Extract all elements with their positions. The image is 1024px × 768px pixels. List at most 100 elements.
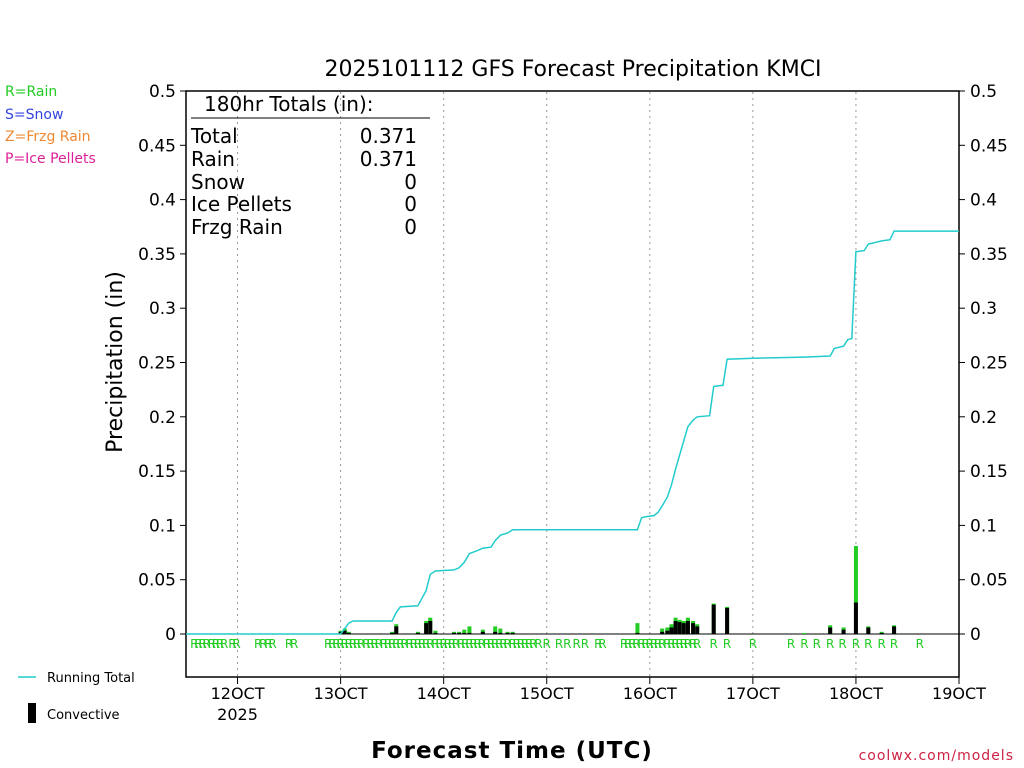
ptype-marker-rain: R bbox=[710, 637, 718, 651]
precip-bar bbox=[853, 546, 858, 634]
convective-bar bbox=[665, 630, 670, 634]
ptype-marker-rain: R bbox=[362, 637, 370, 651]
legend-running-total: Running Total bbox=[47, 671, 135, 686]
convective-bar bbox=[866, 627, 871, 634]
x-tick-label: 19OCT bbox=[932, 684, 986, 703]
ptype-marker-rain: R bbox=[654, 637, 662, 651]
y-axis-label: Precipitation (in) bbox=[103, 271, 128, 453]
convective-bar bbox=[681, 623, 686, 634]
ptype-marker-rain: R bbox=[581, 637, 589, 651]
ptype-marker-rain: R bbox=[813, 637, 821, 651]
convective-bar bbox=[677, 622, 682, 634]
totals-value-frzg-rain: 0 bbox=[404, 215, 417, 239]
precip-bar bbox=[462, 629, 467, 634]
ptype-marker-rain: R bbox=[190, 637, 198, 651]
precip-bar bbox=[498, 628, 503, 634]
totals-label-snow: Snow bbox=[191, 170, 245, 194]
convective-bar bbox=[669, 627, 674, 634]
ptype-marker-rain: R bbox=[838, 637, 846, 651]
y-tick-label-left: 0.25 bbox=[138, 354, 176, 374]
ptype-marker-rain: R bbox=[439, 637, 447, 651]
ptype-marker-rain: R bbox=[457, 637, 465, 651]
convective-bar bbox=[394, 626, 399, 634]
y-tick-label-left: 0.3 bbox=[149, 299, 176, 319]
y-tick-label-left: 0.15 bbox=[138, 462, 176, 482]
convective-bar bbox=[433, 632, 438, 634]
totals-label-ice-pellets: Ice Pellets bbox=[191, 192, 292, 216]
ptype-marker-rain: R bbox=[366, 637, 374, 651]
precip-bar bbox=[802, 632, 807, 634]
convective-bar bbox=[841, 629, 846, 634]
y-tick-label-left: 0.4 bbox=[149, 191, 176, 211]
ptype-marker-rain: R bbox=[628, 637, 636, 651]
ptype-marker-rain: R bbox=[469, 637, 477, 651]
convective-bar bbox=[498, 632, 503, 634]
ptype-marker-rain: R bbox=[216, 637, 224, 651]
x-axis-label: Forecast Time (UTC) bbox=[371, 738, 653, 764]
y-tick-label-left: 0.2 bbox=[149, 408, 176, 428]
y-axis-right: 0 0.05 0.1 0.15 0.2 0.25 0.3 0.35 0.4 0.45 0.5 bbox=[959, 82, 1008, 645]
ptype-marker-rain: R bbox=[572, 637, 580, 651]
ptype-marker-rain: R bbox=[444, 637, 452, 651]
ptype-marker-rain: R bbox=[495, 637, 503, 651]
running-total-line bbox=[186, 230, 959, 635]
y-tick-label-right: 0.1 bbox=[970, 516, 997, 536]
legend-convective-swatch bbox=[28, 703, 36, 723]
convective-bar bbox=[725, 607, 730, 634]
ptype-marker-rain: R bbox=[345, 637, 353, 651]
y-tick-label-right: 0.2 bbox=[970, 408, 997, 428]
ptype-marker-rain: R bbox=[632, 637, 640, 651]
precip-bar bbox=[433, 630, 438, 634]
series-legend: Running Total Convective bbox=[18, 671, 135, 723]
totals-header: 180hr Totals (in): bbox=[204, 92, 374, 116]
ptype-marker-rain: R bbox=[452, 637, 460, 651]
ptype-marker-rain: R bbox=[483, 637, 491, 651]
ptype-marker-rain: R bbox=[448, 637, 456, 651]
convective-bar bbox=[342, 630, 347, 634]
ptype-marker-rain: R bbox=[349, 637, 357, 651]
ptype-marker-rain: R bbox=[410, 637, 418, 651]
convective-bar bbox=[510, 632, 515, 634]
convective-bar bbox=[451, 632, 456, 634]
ptype-marker-rain: R bbox=[422, 637, 430, 651]
ptype-marker-rain: R bbox=[658, 637, 666, 651]
ptype-marker-rain: R bbox=[259, 637, 267, 651]
ptype-marker-rain: R bbox=[503, 637, 511, 651]
ptype-marker-rain: R bbox=[384, 637, 392, 651]
ptype-marker-rain: R bbox=[418, 637, 426, 651]
y-tick-label-right: 0.45 bbox=[970, 136, 1008, 156]
ptype-marker-rain: R bbox=[202, 637, 210, 651]
convective-bar bbox=[480, 631, 485, 634]
ptype-marker-rain: R bbox=[254, 637, 262, 651]
ptype-marker-rain: R bbox=[392, 637, 400, 651]
totals-value-snow: 0 bbox=[404, 170, 417, 194]
convective-bar bbox=[711, 604, 716, 634]
totals-value-ice-pellets: 0 bbox=[404, 192, 417, 216]
convective-bar bbox=[505, 632, 510, 634]
convective-bar bbox=[892, 626, 897, 634]
x-tick-label: 15OCT bbox=[520, 684, 574, 703]
legend-rain: R=Rain bbox=[5, 84, 57, 100]
ptype-marker-rain: R bbox=[212, 637, 220, 651]
convective-bar bbox=[462, 632, 467, 634]
x-tick-label: 14OCT bbox=[417, 684, 471, 703]
ptype-marker-rain: R bbox=[232, 637, 240, 651]
y-tick-label-right: 0.4 bbox=[970, 191, 997, 211]
ptype-marker-rain: R bbox=[749, 637, 757, 651]
ptype-marker-rain: R bbox=[370, 637, 378, 651]
totals-label-frzg-rain: Frzg Rain bbox=[191, 215, 283, 239]
y-tick-label-right: 0.15 bbox=[970, 462, 1008, 482]
x-axis: 12OCT 2025 13OCT 14OCT 15OCT 16OCT 17OCT 18OCT 1… bbox=[211, 677, 986, 724]
x-tick-label: 18OCT bbox=[829, 684, 883, 703]
bars bbox=[338, 546, 897, 634]
ptype-marker-rain: R bbox=[878, 637, 886, 651]
precip-bar bbox=[493, 626, 498, 634]
x-tick-label: 17OCT bbox=[726, 684, 780, 703]
ptype-marker-rain: R bbox=[465, 637, 473, 651]
convective-bar bbox=[428, 620, 433, 634]
ptype-marker-rain: R bbox=[680, 637, 688, 651]
ptype-marker-rain: R bbox=[328, 637, 336, 651]
ptype-marker-rain: R bbox=[529, 637, 537, 651]
plot-frame bbox=[185, 90, 960, 678]
